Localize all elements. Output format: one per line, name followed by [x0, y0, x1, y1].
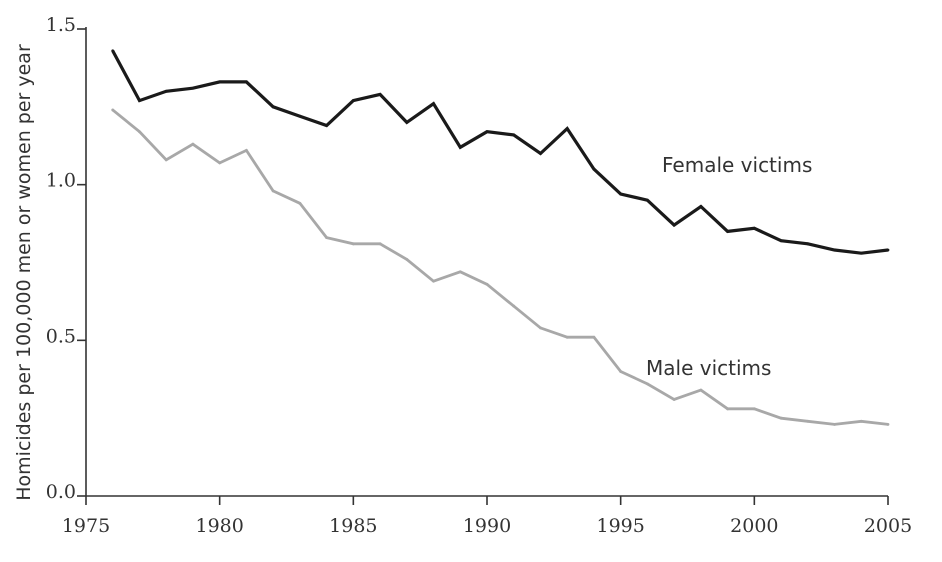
male-victims-point-1997	[672, 398, 676, 401]
female-victims-point-1981	[245, 80, 248, 84]
male-victims-point-1980	[218, 161, 222, 165]
series-lines	[111, 49, 890, 426]
male-victims-point-1985	[351, 242, 355, 246]
female-victims-point-1996	[646, 198, 649, 202]
female-victims-point-2001	[779, 239, 783, 243]
female-victims-point-1988	[432, 102, 435, 106]
female-victims-point-1995	[619, 192, 623, 196]
female-victims-point-1998	[699, 205, 703, 208]
x-tick-label-1985: 1985	[329, 515, 377, 537]
female-victims-point-1978	[164, 89, 168, 93]
male-victims-point-1992	[539, 326, 542, 330]
male-victims-point-1981	[245, 149, 248, 152]
male-victims-point-1993	[565, 335, 569, 339]
male-victims-point-2000	[752, 407, 756, 411]
annotations: Female victims Male victims	[646, 153, 812, 380]
female-victims-point-1983	[298, 114, 302, 118]
female-victims-point-1985	[351, 99, 355, 103]
female-victims-line	[111, 50, 889, 255]
female-victims-point-1999	[726, 229, 729, 233]
female-victims-point-1980	[218, 80, 222, 84]
female-victims-point-1976	[111, 49, 115, 53]
male-victims-point-1994	[592, 335, 596, 339]
male-victims-point-2002	[806, 419, 810, 423]
male-victims-point-1996	[646, 382, 649, 386]
male-victims-point-1990	[485, 282, 489, 286]
female-victims-point-1986	[378, 92, 382, 96]
female-victims-point-1992	[539, 152, 542, 155]
male-victims-point-1986	[378, 242, 382, 246]
male-victims-point-2003	[833, 422, 836, 426]
male-victims-point-1983	[298, 201, 302, 205]
female-victims-point-2003	[833, 248, 836, 252]
male-victims-line	[111, 108, 889, 426]
x-tick-label-1995: 1995	[596, 515, 644, 537]
male-victims-point-1976	[111, 108, 115, 112]
y-tick-label-0.5: 0.5	[46, 325, 76, 347]
male-victims-point-1989	[458, 270, 462, 274]
female-victims-point-1977	[138, 99, 141, 103]
male-victims-annotation: Male victims	[646, 356, 771, 380]
x-tick-label-1975: 1975	[62, 515, 110, 537]
x-tick-label-1980: 1980	[195, 515, 243, 537]
female-victims-point-1993	[565, 127, 569, 131]
female-victims-point-1991	[512, 133, 516, 137]
male-victims-point-2005	[886, 422, 890, 426]
male-victims-point-1998	[699, 388, 703, 392]
female-victims-point-1997	[672, 223, 676, 227]
y-axis-label: Homicides per 100,000 men or women per y…	[13, 44, 35, 501]
axes	[85, 27, 888, 497]
male-victims-point-1991	[512, 304, 516, 308]
female-victims-annotation: Female victims	[662, 153, 812, 177]
y-axis-ticks: 0.0 0.5 1.0 1.5	[46, 14, 86, 503]
female-victims-point-1982	[271, 105, 275, 109]
female-victims-point-2005	[886, 248, 890, 252]
male-victims-point-1978	[164, 158, 168, 162]
x-tick-label-2005: 2005	[864, 515, 912, 537]
female-victims-point-2000	[752, 226, 756, 230]
male-victims-point-2004	[859, 419, 863, 423]
female-victims-point-1994	[592, 167, 596, 171]
male-victims-point-1988	[432, 279, 435, 283]
female-victims-point-2002	[806, 242, 810, 246]
male-victims-point-1995	[619, 370, 623, 373]
male-victims-point-1979	[191, 142, 195, 146]
female-victims-point-1989	[458, 145, 462, 149]
male-victims-point-1984	[325, 236, 328, 239]
x-tick-label-2000: 2000	[730, 515, 778, 537]
x-tick-label-1990: 1990	[463, 515, 511, 537]
female-victims-point-2004	[859, 251, 863, 255]
female-victims-point-1990	[485, 130, 489, 134]
female-victims-point-1984	[325, 124, 328, 127]
y-tick-label-1.5: 1.5	[46, 14, 76, 36]
female-victims-point-1987	[405, 121, 409, 124]
y-tick-label-1.0: 1.0	[46, 170, 76, 192]
male-victims-point-1999	[726, 407, 729, 411]
male-victims-point-1977	[138, 130, 141, 134]
male-victims-point-1982	[271, 189, 275, 193]
male-victims-point-2001	[779, 416, 783, 420]
x-axis-ticks: 1975 1980 1985 1990 1995 2000 2005	[62, 496, 912, 537]
female-victims-point-1979	[191, 86, 195, 90]
male-victims-point-1987	[405, 257, 409, 261]
y-tick-label-0.0: 0.0	[46, 481, 76, 503]
